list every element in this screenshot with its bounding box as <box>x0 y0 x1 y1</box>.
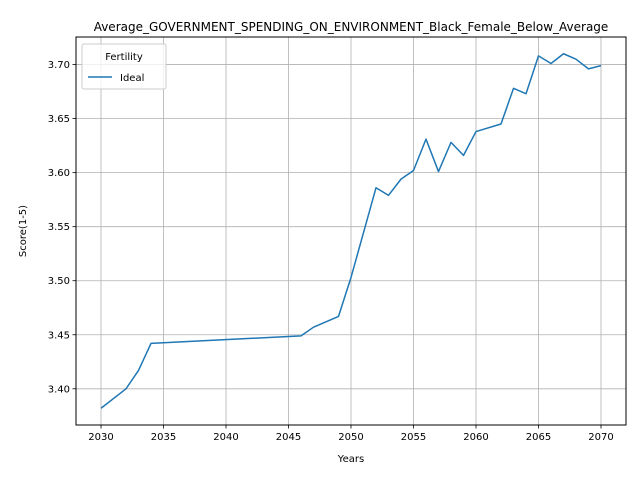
x-tick-label: 2055 <box>401 432 426 443</box>
y-tick-label: 3.70 <box>48 60 70 71</box>
y-axis-label: Score(1-5) <box>18 205 29 257</box>
chart-title: Average_GOVERNMENT_SPENDING_ON_ENVIRONME… <box>94 20 609 34</box>
x-tick-label: 2035 <box>151 432 176 443</box>
x-tick-label: 2070 <box>588 432 613 443</box>
x-axis-label: Years <box>337 454 364 465</box>
x-tick-label: 2040 <box>213 432 238 443</box>
x-tick-label: 2050 <box>338 432 363 443</box>
y-tick-label: 3.60 <box>48 168 70 179</box>
x-tick-label: 2030 <box>88 432 113 443</box>
y-tick-label: 3.65 <box>48 114 70 125</box>
y-tick-label: 3.45 <box>48 330 70 341</box>
x-tick-label: 2065 <box>526 432 551 443</box>
legend: Fertility Ideal <box>82 44 166 89</box>
y-tick-label: 3.55 <box>48 222 70 233</box>
x-tick-label: 2045 <box>276 432 301 443</box>
y-tick-label: 3.50 <box>48 276 70 287</box>
x-tick-label: 2060 <box>463 432 488 443</box>
y-tick-label: 3.40 <box>48 384 70 395</box>
legend-title: Fertility <box>105 52 143 63</box>
legend-label-ideal: Ideal <box>120 73 144 84</box>
